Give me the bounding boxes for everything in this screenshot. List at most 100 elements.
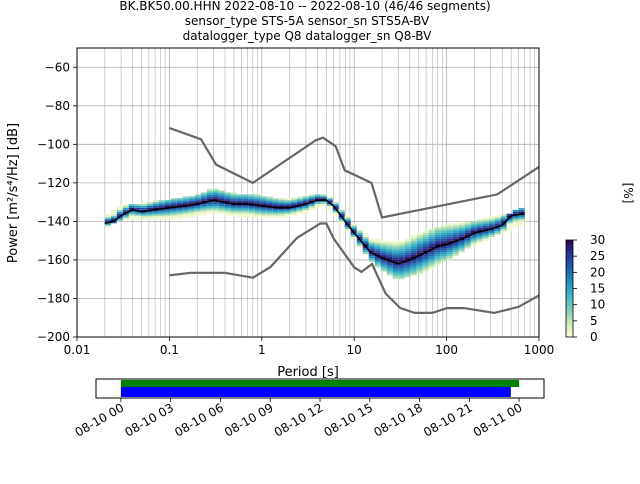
- x-tick-label: 1000: [524, 343, 555, 357]
- time-tick-label: 08-10 03: [122, 400, 176, 439]
- density-cell: [392, 244, 399, 247]
- density-cell: [416, 265, 423, 268]
- density-cell: [152, 209, 159, 212]
- density-cell: [464, 223, 471, 226]
- density-cell: [170, 204, 177, 206]
- density-cell: [458, 250, 465, 253]
- density-cell: [434, 236, 441, 239]
- density-cell: [266, 207, 273, 210]
- density-cell: [488, 215, 495, 218]
- density-cell: [482, 232, 489, 235]
- density-cell: [422, 250, 429, 253]
- density-cell: [236, 205, 243, 208]
- density-cell: [410, 273, 417, 276]
- density-cell: [206, 192, 213, 195]
- density-cell: [470, 221, 477, 224]
- density-cell: [500, 227, 507, 230]
- density-cell: [434, 232, 441, 235]
- density-cell: [476, 223, 483, 226]
- density-cell: [110, 221, 117, 224]
- density-cell: [482, 219, 489, 222]
- density-cell: [338, 221, 345, 224]
- density-cell: [452, 252, 459, 255]
- density-cell: [410, 238, 417, 241]
- density-cell: [500, 229, 507, 232]
- density-cell: [278, 200, 285, 203]
- density-cell: [182, 207, 189, 210]
- density-cell: [296, 205, 303, 208]
- density-cell: [284, 213, 291, 216]
- density-cell: [404, 258, 411, 260]
- density-cell: [170, 211, 177, 214]
- density-cell: [170, 207, 177, 210]
- density-cell: [428, 240, 435, 243]
- density-cell: [152, 205, 159, 208]
- density-cell: [386, 265, 393, 268]
- density-cell: [470, 227, 477, 230]
- density-cell: [410, 246, 417, 249]
- density-cell: [128, 204, 135, 206]
- density-cell: [446, 229, 453, 232]
- density-cell: [494, 232, 501, 235]
- y-tick-label: −180: [37, 291, 70, 305]
- density-cell: [290, 207, 297, 210]
- density-cell: [500, 231, 507, 233]
- density-cell: [176, 200, 183, 203]
- density-cell: [188, 209, 195, 212]
- density-cell: [428, 267, 435, 270]
- density-cell: [134, 213, 141, 216]
- density-cell: [218, 202, 225, 205]
- density-cell: [476, 225, 483, 228]
- density-cell: [338, 217, 345, 220]
- density-cell: [512, 209, 519, 212]
- density-cell: [380, 256, 387, 259]
- density-cell: [374, 242, 381, 245]
- density-cell: [458, 223, 465, 226]
- density-cell: [506, 229, 513, 232]
- density-cell: [182, 198, 189, 201]
- density-cell: [404, 275, 411, 278]
- density-cell: [140, 211, 147, 214]
- density-cell: [206, 196, 213, 199]
- y-tick-label: −100: [37, 137, 70, 151]
- density-cell: [302, 207, 309, 210]
- density-cell: [122, 213, 129, 216]
- density-cell: [230, 204, 237, 206]
- density-cell: [344, 217, 351, 220]
- density-cell: [482, 225, 489, 228]
- density-cell: [254, 196, 261, 199]
- density-cell: [380, 269, 387, 272]
- density-cell: [374, 246, 381, 249]
- density-cell: [434, 250, 441, 253]
- density-cell: [182, 200, 189, 203]
- density-cell: [410, 267, 417, 270]
- density-cell: [320, 204, 327, 206]
- density-cell: [488, 225, 495, 228]
- density-cell: [266, 196, 273, 199]
- density-cell: [332, 205, 339, 208]
- density-cell: [212, 209, 219, 212]
- density-cell: [224, 196, 231, 199]
- density-cell: [260, 215, 267, 218]
- density-cell: [410, 244, 417, 247]
- density-cell: [440, 252, 447, 255]
- density-cell: [386, 244, 393, 247]
- density-cell: [428, 259, 435, 262]
- density-cell: [512, 221, 519, 224]
- density-cell: [452, 229, 459, 232]
- density-cell: [392, 258, 399, 260]
- density-cell: [470, 244, 477, 247]
- density-cell: [176, 204, 183, 206]
- availability-bar: [120, 380, 520, 387]
- density-cell: [422, 232, 429, 235]
- density-cell: [314, 205, 321, 208]
- density-cell: [428, 244, 435, 247]
- time-tick-label: 08-10 15: [322, 400, 376, 439]
- density-cell: [218, 205, 225, 208]
- density-cell: [392, 275, 399, 278]
- density-cell: [392, 240, 399, 243]
- density-cell: [188, 215, 195, 218]
- density-cell: [230, 205, 237, 208]
- density-cell: [410, 271, 417, 274]
- plot-frame: [76, 47, 540, 338]
